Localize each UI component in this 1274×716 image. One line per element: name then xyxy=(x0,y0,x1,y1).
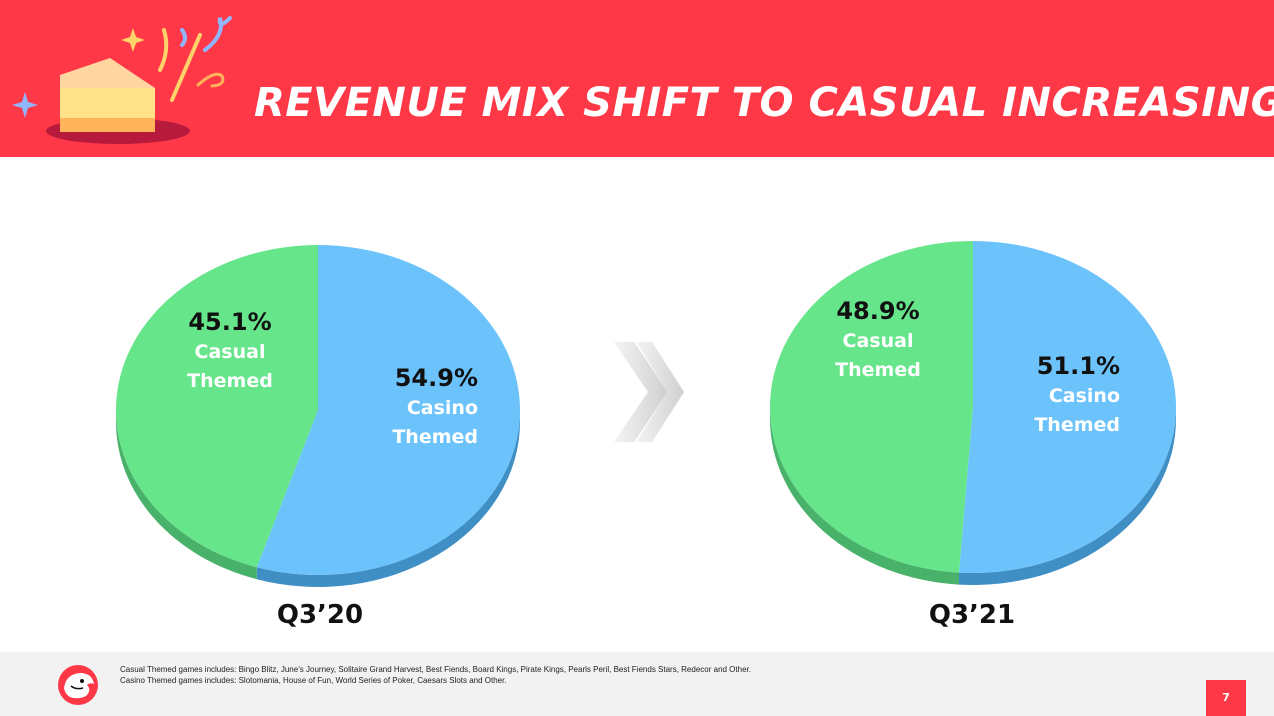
pie1-casino-line2: Themed xyxy=(392,426,478,448)
pie-charts xyxy=(116,241,1176,587)
pie1-casual-line1: Casual xyxy=(194,341,266,363)
pie2-casual-line1: Casual xyxy=(842,330,914,352)
pie1-casual-pct: 45.1% xyxy=(188,308,272,336)
pie2-casual-slice xyxy=(769,241,973,573)
pie1-casual-line2: Themed xyxy=(187,370,273,392)
footnote-casual: Casual Themed games includes: Bingo Blit… xyxy=(120,665,751,674)
pie1-casino-label: 54.9% Casino Themed xyxy=(358,364,478,452)
header-banner: REVENUE MIX SHIFT TO CASUAL INCREASING xyxy=(0,0,1274,157)
pie1-casino-pct: 54.9% xyxy=(394,364,478,392)
pie2-casino-label: 51.1% Casino Themed xyxy=(1000,352,1120,440)
pie1-period-title: Q3’20 xyxy=(276,600,364,630)
pie1-casual-label: 45.1% Casual Themed xyxy=(170,308,290,396)
pie2-casino-pct: 51.1% xyxy=(1036,352,1120,380)
cheetah-logo-icon xyxy=(58,665,98,705)
pie2-casino-slice xyxy=(958,241,1176,573)
footnote-casino: Casino Themed games includes: Slotomania… xyxy=(120,676,507,685)
pie2-casual-label: 48.9% Casual Themed xyxy=(818,297,938,385)
pie1-casino-slice xyxy=(256,245,521,575)
footer: Casual Themed games includes: Bingo Blit… xyxy=(0,652,1274,716)
pie2-casual-side xyxy=(770,407,959,585)
pie2-casino-line1: Casino xyxy=(1048,385,1120,407)
page-title: REVENUE MIX SHIFT TO CASUAL INCREASING xyxy=(254,80,1274,126)
footnote: Casual Themed games includes: Bingo Blit… xyxy=(120,664,751,686)
double-chevron-right-icon xyxy=(614,342,684,442)
pie2-period-title: Q3’21 xyxy=(928,600,1016,630)
pie2-casual-line2: Themed xyxy=(835,359,921,381)
pie2-casual-pct: 48.9% xyxy=(836,297,920,325)
pie2-casino-line2: Themed xyxy=(1034,414,1120,436)
pie1-casino-side xyxy=(256,410,520,587)
pie1-casual-side xyxy=(116,410,257,580)
pie1-casino-line1: Casino xyxy=(406,397,478,419)
cake-confetti-icon xyxy=(12,16,232,144)
page-number: 7 xyxy=(1206,680,1246,716)
pie1-casual-slice xyxy=(116,245,318,568)
